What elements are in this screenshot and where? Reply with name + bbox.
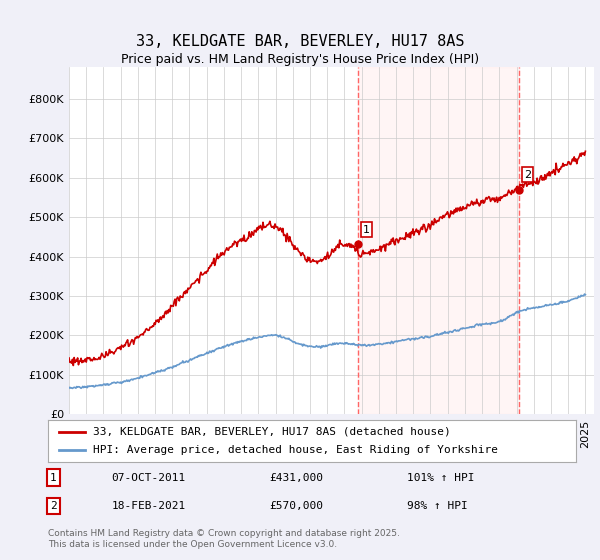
Text: 2: 2 [50, 501, 56, 511]
Text: 2: 2 [524, 170, 531, 180]
Text: 18-FEB-2021: 18-FEB-2021 [112, 501, 185, 511]
Text: £431,000: £431,000 [270, 473, 324, 483]
Text: 07-OCT-2011: 07-OCT-2011 [112, 473, 185, 483]
Text: 33, KELDGATE BAR, BEVERLEY, HU17 8AS (detached house): 33, KELDGATE BAR, BEVERLEY, HU17 8AS (de… [93, 427, 451, 437]
Text: 1: 1 [363, 225, 370, 235]
Text: Price paid vs. HM Land Registry's House Price Index (HPI): Price paid vs. HM Land Registry's House … [121, 53, 479, 66]
Text: 33, KELDGATE BAR, BEVERLEY, HU17 8AS: 33, KELDGATE BAR, BEVERLEY, HU17 8AS [136, 34, 464, 49]
Text: HPI: Average price, detached house, East Riding of Yorkshire: HPI: Average price, detached house, East… [93, 445, 498, 455]
Bar [358, 67, 518, 414]
Text: 101% ↑ HPI: 101% ↑ HPI [407, 473, 475, 483]
Text: 1: 1 [50, 473, 56, 483]
Text: £570,000: £570,000 [270, 501, 324, 511]
Text: 98% ↑ HPI: 98% ↑ HPI [407, 501, 468, 511]
Text: Contains HM Land Registry data © Crown copyright and database right 2025.
This d: Contains HM Land Registry data © Crown c… [48, 529, 400, 549]
